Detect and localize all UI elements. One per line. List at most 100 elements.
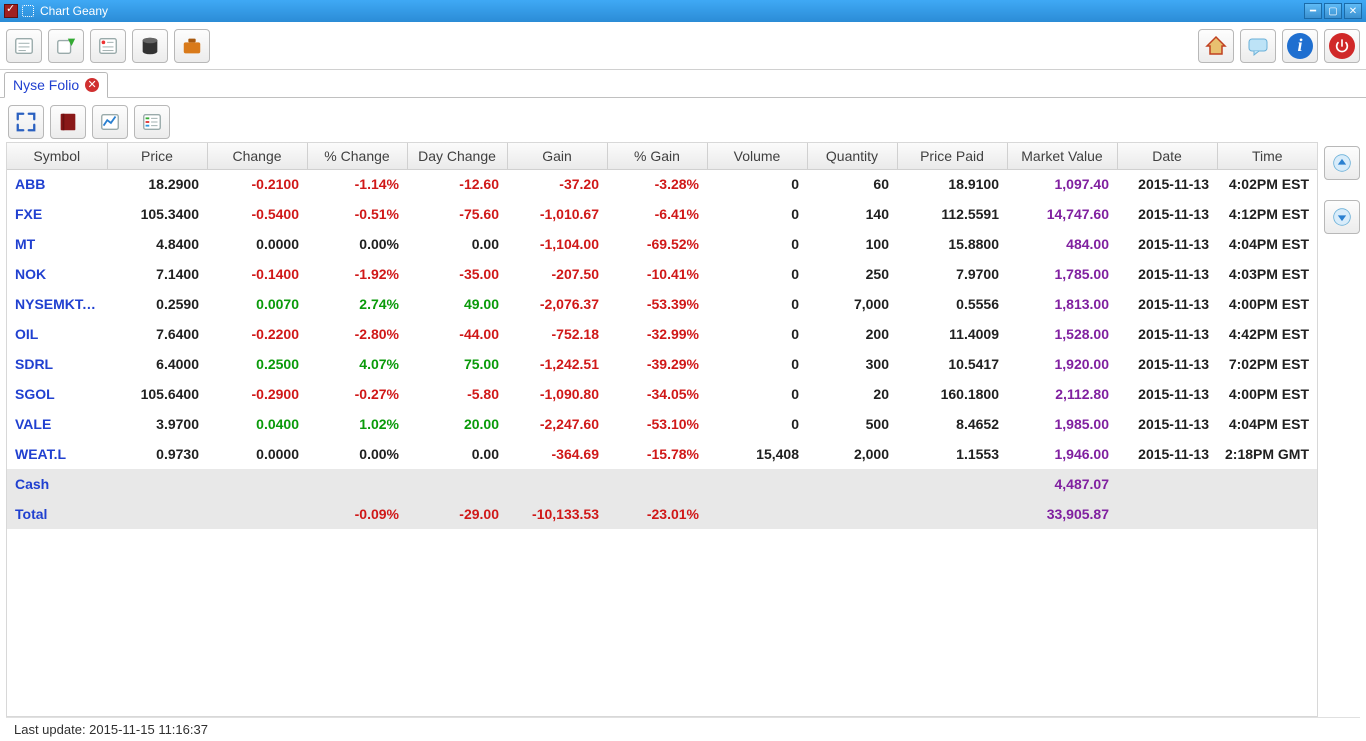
- window-title: Chart Geany: [40, 4, 1302, 18]
- cell: [407, 469, 507, 499]
- cell: 18.9100: [897, 169, 1007, 199]
- cell: 7:02PM EST: [1217, 349, 1317, 379]
- cell: 4:00PM EST: [1217, 289, 1317, 319]
- chart-button[interactable]: [92, 105, 128, 139]
- maximize-button[interactable]: ▢: [1324, 3, 1342, 19]
- cell: 2,112.80: [1007, 379, 1117, 409]
- cell: 1,785.00: [1007, 259, 1117, 289]
- column-header[interactable]: Time: [1217, 143, 1317, 169]
- close-button[interactable]: ✕: [1344, 3, 1362, 19]
- table-row[interactable]: OIL7.6400-0.2200-2.80%-44.00-752.18-32.9…: [7, 319, 1317, 349]
- cell: -53.10%: [607, 409, 707, 439]
- cell: 300: [807, 349, 897, 379]
- cell: 1,985.00: [1007, 409, 1117, 439]
- content-area: SymbolPriceChange% ChangeDay ChangeGain%…: [0, 98, 1366, 741]
- cell: [607, 469, 707, 499]
- cell: 0.00%: [307, 439, 407, 469]
- tab-close-icon[interactable]: ✕: [85, 78, 99, 92]
- column-header[interactable]: Symbol: [7, 143, 107, 169]
- tab-nyse-folio[interactable]: Nyse Folio ✕: [4, 72, 108, 98]
- cell: -0.2100: [207, 169, 307, 199]
- cell: 7.1400: [107, 259, 207, 289]
- cell: 2015-11-13: [1117, 289, 1217, 319]
- cell: 2015-11-13: [1117, 229, 1217, 259]
- home-button[interactable]: [1198, 29, 1234, 63]
- cell: 4:12PM EST: [1217, 199, 1317, 229]
- cell: [107, 469, 207, 499]
- database-button[interactable]: [132, 29, 168, 63]
- cell: 0.0000: [207, 439, 307, 469]
- cell: 1,097.40: [1007, 169, 1117, 199]
- portfolio-button[interactable]: [174, 29, 210, 63]
- cell: [707, 499, 807, 529]
- inner-toolbar: [6, 102, 1360, 142]
- new-watchlist-button[interactable]: [90, 29, 126, 63]
- cell: [807, 499, 897, 529]
- table-row[interactable]: SGOL105.6400-0.2900-0.27%-5.80-1,090.80-…: [7, 379, 1317, 409]
- cell: 20: [807, 379, 897, 409]
- column-header[interactable]: % Gain: [607, 143, 707, 169]
- cell: -39.29%: [607, 349, 707, 379]
- table-row[interactable]: NOK7.1400-0.1400-1.92%-35.00-207.50-10.4…: [7, 259, 1317, 289]
- cell: 0: [707, 349, 807, 379]
- table-row[interactable]: FXE105.3400-0.5400-0.51%-75.60-1,010.67-…: [7, 199, 1317, 229]
- cell: 15,408: [707, 439, 807, 469]
- column-header[interactable]: % Change: [307, 143, 407, 169]
- cell: 0: [707, 319, 807, 349]
- cell: 33,905.87: [1007, 499, 1117, 529]
- cell: -12.60: [407, 169, 507, 199]
- total-row[interactable]: Total-0.09%-29.00-10,133.53-23.01%33,905…: [7, 499, 1317, 529]
- cell: 200: [807, 319, 897, 349]
- chat-button[interactable]: [1240, 29, 1276, 63]
- column-header[interactable]: Change: [207, 143, 307, 169]
- table-row[interactable]: ABB18.2900-0.2100-1.14%-12.60-37.20-3.28…: [7, 169, 1317, 199]
- column-header[interactable]: Price: [107, 143, 207, 169]
- cell: -37.20: [507, 169, 607, 199]
- power-icon: [1329, 33, 1355, 59]
- column-header[interactable]: Date: [1117, 143, 1217, 169]
- column-header[interactable]: Price Paid: [897, 143, 1007, 169]
- import-icon: [55, 35, 77, 57]
- new-list-button[interactable]: [6, 29, 42, 63]
- column-header[interactable]: Volume: [707, 143, 807, 169]
- list-view-button[interactable]: [134, 105, 170, 139]
- column-header[interactable]: Day Change: [407, 143, 507, 169]
- table-row[interactable]: SDRL6.40000.25004.07%75.00-1,242.51-39.2…: [7, 349, 1317, 379]
- arrow-up-icon: [1332, 153, 1352, 173]
- titlebar[interactable]: Chart Geany ━ ▢ ✕: [0, 0, 1366, 22]
- cell: -23.01%: [607, 499, 707, 529]
- table-header-row[interactable]: SymbolPriceChange% ChangeDay ChangeGain%…: [7, 143, 1317, 169]
- cell: [107, 499, 207, 529]
- import-button[interactable]: [48, 29, 84, 63]
- cell: [897, 469, 1007, 499]
- side-arrows: [1324, 142, 1360, 717]
- cell: 7.6400: [107, 319, 207, 349]
- move-up-button[interactable]: [1324, 146, 1360, 180]
- cell: 60: [807, 169, 897, 199]
- cell: 10.5417: [897, 349, 1007, 379]
- fullscreen-button[interactable]: [8, 105, 44, 139]
- cell: 4:04PM EST: [1217, 229, 1317, 259]
- move-down-button[interactable]: [1324, 200, 1360, 234]
- cell: -0.1400: [207, 259, 307, 289]
- minimize-button[interactable]: ━: [1304, 3, 1322, 19]
- cell: -0.09%: [307, 499, 407, 529]
- table-row[interactable]: MT4.84000.00000.00%0.00-1,104.00-69.52%0…: [7, 229, 1317, 259]
- column-header[interactable]: Gain: [507, 143, 607, 169]
- column-header[interactable]: Quantity: [807, 143, 897, 169]
- info-button[interactable]: i: [1282, 29, 1318, 63]
- cell: 1,528.00: [1007, 319, 1117, 349]
- table-row[interactable]: NYSEMKT:G...0.25900.00702.74%49.00-2,076…: [7, 289, 1317, 319]
- cash-row[interactable]: Cash4,487.07: [7, 469, 1317, 499]
- table-row[interactable]: VALE3.97000.04001.02%20.00-2,247.60-53.1…: [7, 409, 1317, 439]
- statusbar: Last update: 2015-11-15 11:16:37: [6, 717, 1360, 741]
- cell: 4.8400: [107, 229, 207, 259]
- cell: SDRL: [7, 349, 107, 379]
- book-button[interactable]: [50, 105, 86, 139]
- system-menu-icon[interactable]: [22, 5, 34, 17]
- cell: -2,247.60: [507, 409, 607, 439]
- table-row[interactable]: WEAT.L0.97300.00000.00%0.00-364.69-15.78…: [7, 439, 1317, 469]
- column-header[interactable]: Market Value: [1007, 143, 1117, 169]
- cell: -10.41%: [607, 259, 707, 289]
- power-button[interactable]: [1324, 29, 1360, 63]
